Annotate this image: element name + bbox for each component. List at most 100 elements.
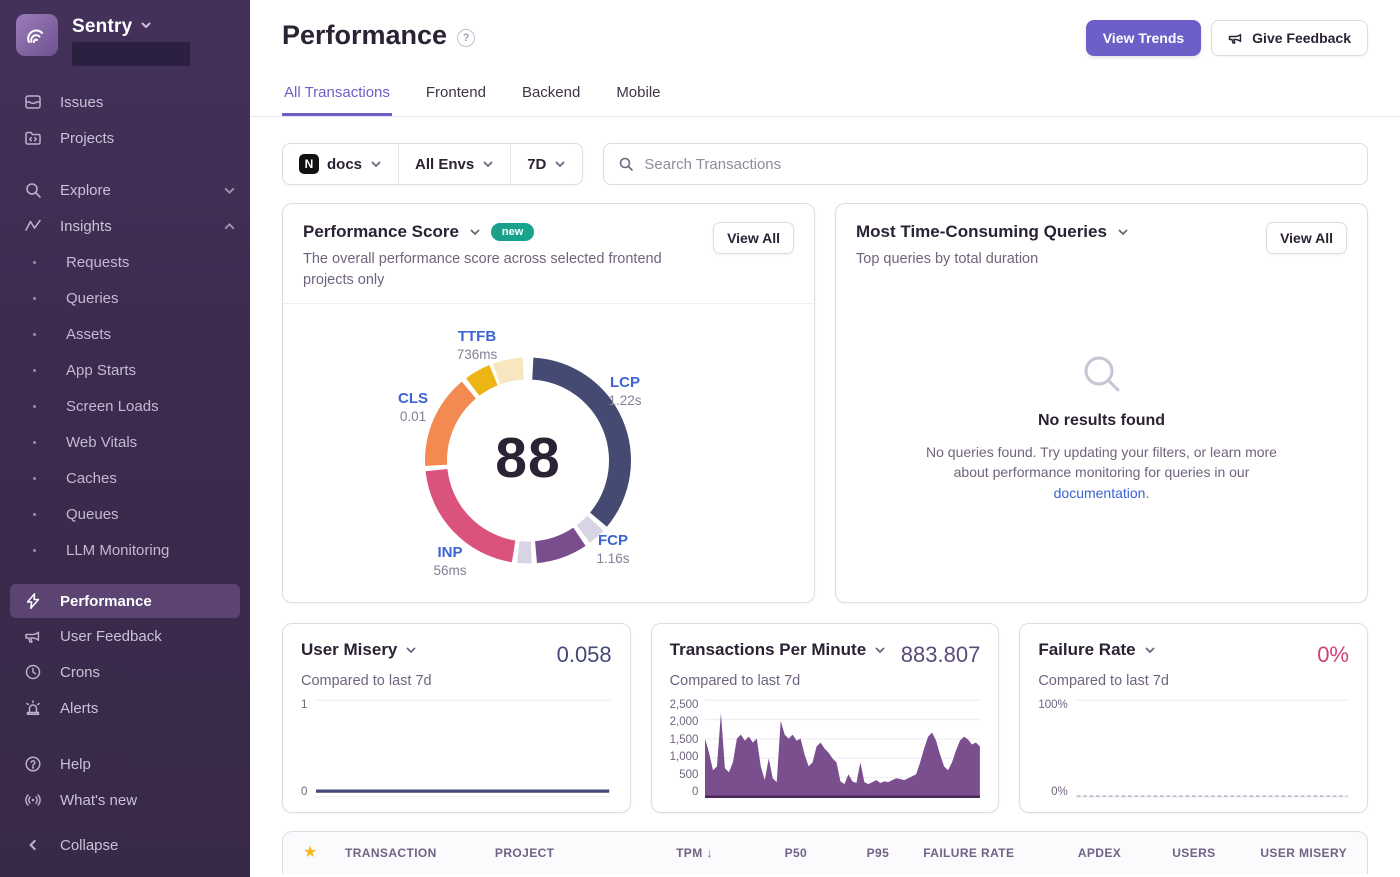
chevron-down-icon [140,18,152,36]
column-header-transaction[interactable]: TRANSACTION [345,846,437,860]
project-filter[interactable]: N docs [283,144,398,184]
y-tick-label: 500 [679,768,699,781]
sidebar-item-help[interactable]: Help [0,746,250,782]
vital-cls[interactable]: CLS 0.01 [398,390,428,425]
tpm-card: Transactions Per Minute 883.807 Compared… [650,623,1000,813]
vital-ttfb[interactable]: TTFB 736ms [456,328,498,363]
page-filters: N docs All Envs 7D [282,143,584,185]
tab-backend[interactable]: Backend [521,84,581,101]
sidebar-item-queries[interactable]: Queries [0,280,250,316]
vital-lcp[interactable]: LCP 1.22s [608,374,642,409]
column-header-apdex[interactable]: APDEX [1077,846,1122,860]
sidebar-item-what-s-new[interactable]: What's new [0,782,250,818]
donut-segment-cls[interactable] [425,381,476,466]
sidebar-item-screen-loads[interactable]: Screen Loads [0,388,250,424]
sidebar-item-explore[interactable]: Explore [0,172,250,208]
performance-score-description: The overall performance score across sel… [303,251,662,289]
issues-icon [24,93,42,111]
y-tick-label: 1 [301,699,308,711]
column-header-project[interactable]: PROJECT [494,846,555,860]
failure-rate-value: 0% [1317,642,1349,667]
donut-segment-lcp-remainder[interactable] [576,515,604,543]
date-range-filter[interactable]: 7D [510,144,582,184]
column-header-p95[interactable]: P95 [866,846,890,860]
transactions-table: ★ TRANSACTION PROJECT TPM ↓ P50 P95 FAILURE RA… [282,831,1368,874]
org-switcher[interactable]: Sentry [0,0,250,72]
new-badge: new [490,223,535,241]
sidebar-item-issues[interactable]: Issues [0,84,250,120]
sidebar-item-web-vitals[interactable]: Web Vitals [0,424,250,460]
sidebar-item-crons[interactable]: Crons [0,654,250,690]
tpm-yaxis: 2,500 2,000 1,500 1,000 500 0 [670,699,706,798]
sidebar-item-llm-monitoring[interactable]: LLM Monitoring [0,532,250,568]
queries-view-all-button[interactable]: View All [1266,222,1347,254]
donut-segment-fcp-remainder[interactable] [517,541,532,564]
vital-inp[interactable]: INP 56ms [433,544,467,579]
empty-state-text: No queries found. Try updating your filt… [926,444,1277,501]
sidebar-item-requests[interactable]: Requests [0,244,250,280]
sidebar-collapse-button[interactable]: Collapse [0,827,250,863]
y-tick-label: 0 [692,785,699,798]
column-header-p50[interactable]: P50 [784,846,808,860]
tab-mobile[interactable]: Mobile [616,84,661,101]
tpm-plot [705,699,981,798]
environment-filter[interactable]: All Envs [398,144,510,184]
performance-icon [24,592,42,610]
chevron-down-icon [554,158,566,170]
help-icon[interactable]: ? [457,28,476,47]
view-trends-button[interactable]: View Trends [1085,20,1202,56]
megaphone-icon [24,627,42,645]
donut-segment-ttfb[interactable] [466,365,498,396]
tpm-compared: Compared to last 7d [669,673,801,689]
search-input[interactable] [644,155,1353,173]
donut-segment-lcp[interactable] [532,357,631,527]
page-header: Performance ? View Trends Give Feedback [282,0,1368,56]
sentry-logo-icon [16,14,58,56]
y-tick-label: 1,500 [669,733,699,746]
sidebar-item-user-feedback[interactable]: User Feedback [0,618,250,654]
sidebar-item-queues[interactable]: Queues [0,496,250,532]
sidebar-item-assets[interactable]: Assets [0,316,250,352]
chevron-down-icon[interactable] [1144,644,1156,656]
broadcast-icon [24,791,42,809]
chevron-up-icon [223,220,236,233]
sidebar-item-projects[interactable]: Projects [0,120,250,156]
y-tick-label: 2,500 [669,699,699,711]
column-header-tpm[interactable]: TPM ↓ [676,846,713,860]
sidebar-item-alerts[interactable]: Alerts [0,690,250,726]
transactions-table-header: ★ TRANSACTION PROJECT TPM ↓ P50 P95 FAILURE RA… [283,832,1367,874]
sidebar-item-caches[interactable]: Caches [0,460,250,496]
sidebar-item-app-starts[interactable]: App Starts [0,352,250,388]
tab-all-transactions[interactable]: All Transactions [282,78,392,116]
chevron-down-icon[interactable] [405,644,417,656]
favorite-star-icon[interactable]: ★ [303,844,318,861]
chevron-down-icon[interactable] [874,644,886,656]
documentation-link[interactable]: documentation [1053,484,1146,501]
column-header-users[interactable]: USERS [1172,846,1216,860]
user-misery-title: User Misery [301,640,398,659]
donut-segment-ttfb-remainder[interactable] [492,357,524,385]
queries-empty-state: No results found No queries found. Try u… [836,282,1367,602]
failure-rate-chart: 100% 0% [1038,699,1349,798]
queries-title: Most Time-Consuming Queries [856,222,1107,241]
chevron-down-icon[interactable] [1117,226,1129,238]
tpm-chart: 2,500 2,000 1,500 1,000 500 0 [670,699,981,798]
brand-name: Sentry [72,16,133,37]
vital-fcp[interactable]: FCP 1.16s [596,532,630,567]
sidebar-item-performance[interactable]: Performance [10,584,240,618]
donut-segment-fcp[interactable] [535,527,586,564]
insights-icon [24,217,42,235]
tab-frontend[interactable]: Frontend [425,84,486,101]
chevron-down-icon[interactable] [469,226,481,238]
give-feedback-button[interactable]: Give Feedback [1211,20,1368,56]
performance-score-view-all-button[interactable]: View All [713,222,794,254]
web-vitals-chart: 88 TTFB 736ms LCP 1.22s FCP 1.16s INP 56… [283,304,814,602]
donut-segment-inp[interactable] [425,468,516,563]
column-header-user-misery[interactable]: USER MISERY [1260,846,1347,860]
performance-score-value: 88 [495,426,561,491]
column-header-failure-rate[interactable]: FAILURE RATE [923,846,1015,860]
megaphone-icon [1228,30,1244,46]
main-content: Performance ? View Trends Give Feedback … [250,0,1400,877]
sidebar-item-insights[interactable]: Insights [0,208,250,244]
